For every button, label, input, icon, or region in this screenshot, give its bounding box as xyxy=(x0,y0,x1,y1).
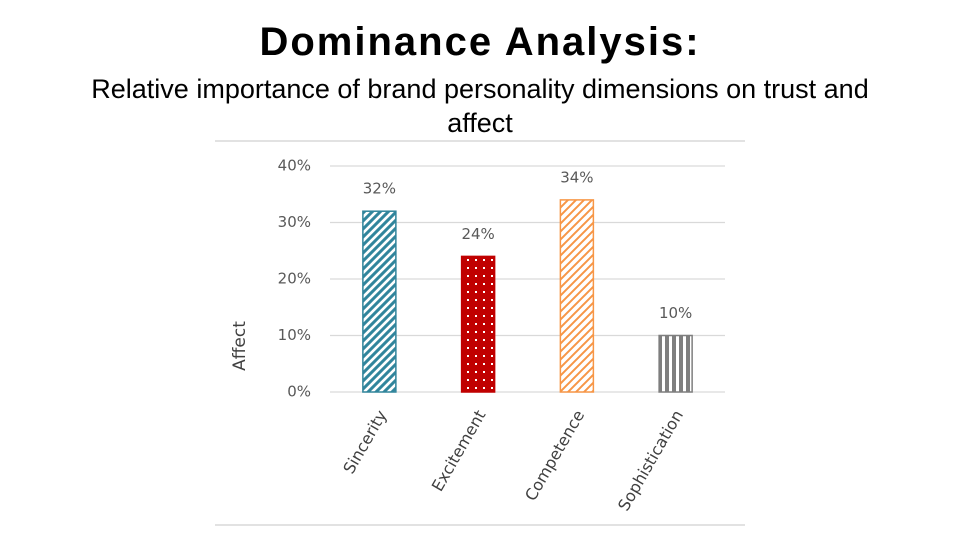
slide-title: Dominance Analysis: xyxy=(259,20,701,64)
bar xyxy=(658,334,693,393)
x-tick-label: Sincerity xyxy=(339,407,391,477)
y-tick-label: 0% xyxy=(287,383,311,401)
y-tick-label: 20% xyxy=(278,270,311,288)
x-tick-label: Sophistication xyxy=(614,407,687,514)
y-axis-label: Affect xyxy=(230,321,250,371)
y-tick-label: 30% xyxy=(278,213,311,231)
slide-subtitle: Relative importance of brand personality… xyxy=(91,74,869,138)
value-label: 10% xyxy=(659,304,692,322)
value-label: 34% xyxy=(560,168,593,186)
bar xyxy=(362,210,397,393)
value-label: 24% xyxy=(461,225,494,243)
x-tick-label: Excitement xyxy=(428,407,490,495)
bar xyxy=(460,255,496,393)
x-tick-label: Competence xyxy=(521,407,588,504)
y-tick-label: 10% xyxy=(278,326,311,344)
value-label: 32% xyxy=(363,180,396,198)
y-tick-label: 40% xyxy=(278,157,311,175)
bar xyxy=(559,199,595,393)
